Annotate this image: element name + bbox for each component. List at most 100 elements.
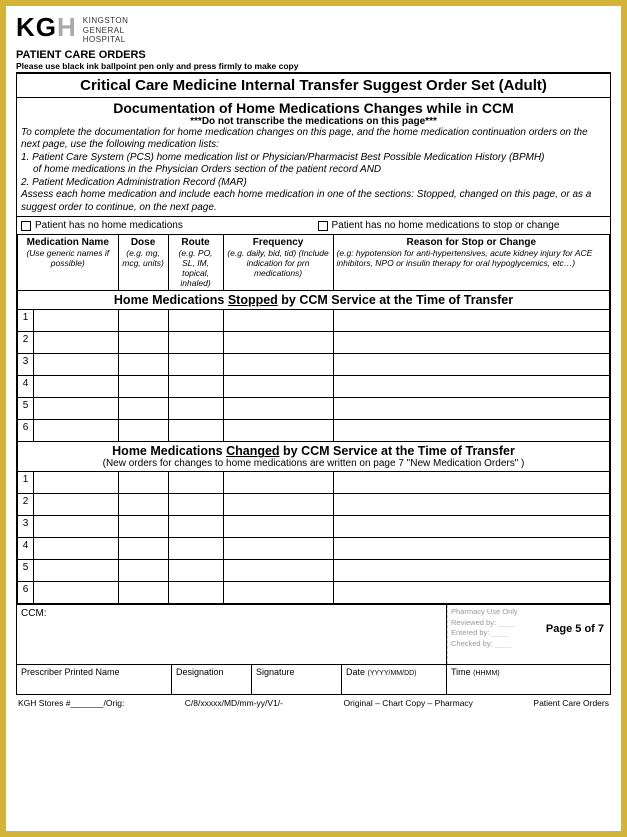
cell[interactable] <box>34 538 119 560</box>
cell[interactable] <box>34 582 119 604</box>
table-row[interactable]: 4 <box>18 538 610 560</box>
cell[interactable] <box>118 310 168 332</box>
table-row[interactable]: 3 <box>18 354 610 376</box>
cell[interactable] <box>118 494 168 516</box>
cell[interactable] <box>118 472 168 494</box>
cell[interactable] <box>168 516 223 538</box>
cell[interactable] <box>118 538 168 560</box>
chk-no-home-meds[interactable]: Patient has no home medications <box>17 217 314 234</box>
cell[interactable] <box>333 310 609 332</box>
checkbox-icon[interactable] <box>21 221 31 231</box>
cell[interactable] <box>333 354 609 376</box>
cell[interactable] <box>333 420 609 442</box>
chk-label: Patient has no home medications <box>35 220 183 231</box>
table-row[interactable]: 5 <box>18 398 610 420</box>
cell[interactable] <box>333 516 609 538</box>
col-sub: (Use generic names if possible) <box>21 248 115 268</box>
cell[interactable] <box>333 582 609 604</box>
cell[interactable] <box>118 582 168 604</box>
cell[interactable] <box>223 582 333 604</box>
cell[interactable] <box>34 516 119 538</box>
cell[interactable] <box>168 560 223 582</box>
header: KGH KINGSTON GENERAL HOSPITAL <box>16 14 611 45</box>
instr-line: Assess each home medication and include … <box>21 189 606 214</box>
cell[interactable] <box>34 560 119 582</box>
cell[interactable] <box>223 354 333 376</box>
table-row[interactable]: 5 <box>18 560 610 582</box>
col-route: Route (e.g. PO, SL, IM, topical, inhaled… <box>168 235 223 291</box>
cell[interactable] <box>168 420 223 442</box>
table-row[interactable]: 6 <box>18 420 610 442</box>
cell[interactable] <box>168 582 223 604</box>
cell[interactable] <box>34 398 119 420</box>
form-box: Critical Care Medicine Internal Transfer… <box>16 73 611 696</box>
cell[interactable] <box>223 516 333 538</box>
cell[interactable] <box>168 538 223 560</box>
cell[interactable] <box>223 560 333 582</box>
signature-field[interactable]: Signature <box>252 665 342 694</box>
cell[interactable] <box>333 398 609 420</box>
instr-line: of home medications in the Physician Ord… <box>21 164 606 177</box>
cell[interactable] <box>168 354 223 376</box>
cell[interactable] <box>223 310 333 332</box>
table-header-row: Medication Name (Use generic names if po… <box>18 235 610 291</box>
designation-field[interactable]: Designation <box>172 665 252 694</box>
cell[interactable] <box>333 376 609 398</box>
cell[interactable] <box>118 332 168 354</box>
cell[interactable] <box>333 494 609 516</box>
cell[interactable] <box>223 472 333 494</box>
col-title: Dose <box>131 237 155 248</box>
chk-no-stop-change[interactable]: Patient has no home medications to stop … <box>314 217 611 234</box>
date-field[interactable]: Date (YYYY/MM/DD) <box>342 665 447 694</box>
cell[interactable] <box>118 376 168 398</box>
instr-line: 1. Patient Care System (PCS) home medica… <box>21 152 606 165</box>
cell[interactable] <box>118 398 168 420</box>
col-medication-name: Medication Name (Use generic names if po… <box>18 235 119 291</box>
cell[interactable] <box>333 332 609 354</box>
cell[interactable] <box>223 494 333 516</box>
table-row[interactable]: 2 <box>18 494 610 516</box>
cell[interactable] <box>168 310 223 332</box>
cell[interactable] <box>168 332 223 354</box>
cell[interactable] <box>223 420 333 442</box>
cell[interactable] <box>34 494 119 516</box>
cell[interactable] <box>118 516 168 538</box>
cell[interactable] <box>34 354 119 376</box>
cell[interactable] <box>168 494 223 516</box>
cell[interactable] <box>333 538 609 560</box>
footer-code: C/8/xxxxx/MD/mm-yy/V1/- <box>185 698 283 708</box>
cell[interactable] <box>168 398 223 420</box>
row-num: 1 <box>18 472 34 494</box>
table-row[interactable]: 1 <box>18 472 610 494</box>
cell[interactable] <box>118 560 168 582</box>
cell[interactable] <box>168 472 223 494</box>
time-field[interactable]: Time (HHMM) <box>447 665 610 694</box>
cell[interactable] <box>333 560 609 582</box>
cell[interactable] <box>34 376 119 398</box>
row-num: 4 <box>18 538 34 560</box>
warning: ***Do not transcribe the medications on … <box>17 116 610 127</box>
table-row[interactable]: 3 <box>18 516 610 538</box>
cell[interactable] <box>34 332 119 354</box>
prescriber-name-field[interactable]: Prescriber Printed Name <box>17 665 172 694</box>
ink-note: Please use black ink ballpoint pen only … <box>16 61 611 73</box>
doc-title: Documentation of Home Medications Change… <box>17 98 610 116</box>
ccm-field[interactable]: CCM: <box>17 605 447 664</box>
cell[interactable] <box>223 376 333 398</box>
table-row[interactable]: 1 <box>18 310 610 332</box>
table-row[interactable]: 4 <box>18 376 610 398</box>
checkbox-icon[interactable] <box>318 221 328 231</box>
cell[interactable] <box>223 398 333 420</box>
cell[interactable] <box>168 376 223 398</box>
table-row[interactable]: 6 <box>18 582 610 604</box>
cell[interactable] <box>333 472 609 494</box>
cell[interactable] <box>34 310 119 332</box>
cell[interactable] <box>223 332 333 354</box>
cell[interactable] <box>34 472 119 494</box>
cell[interactable] <box>34 420 119 442</box>
cell[interactable] <box>118 354 168 376</box>
cell[interactable] <box>223 538 333 560</box>
col-title: Reason for Stop or Change <box>407 237 536 248</box>
table-row[interactable]: 2 <box>18 332 610 354</box>
cell[interactable] <box>118 420 168 442</box>
